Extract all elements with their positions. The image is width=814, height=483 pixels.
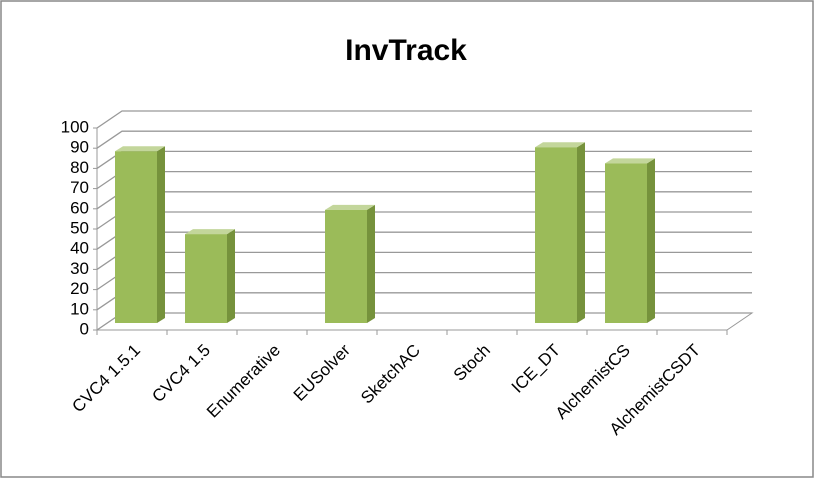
bar-face [325, 204, 375, 210]
bar-face [227, 229, 235, 323]
y-tick-label: 100 [61, 117, 89, 136]
bar-face [577, 142, 585, 323]
bar-face [185, 229, 235, 235]
chart-title: InvTrack [345, 34, 467, 67]
bar [535, 142, 585, 323]
y-tick-label: 30 [70, 259, 89, 278]
y-tick-label: 60 [70, 198, 89, 217]
bar-face [115, 146, 165, 152]
bar-face [367, 204, 375, 323]
grid-line [96, 110, 752, 129]
bar-face [605, 163, 647, 323]
bar [605, 158, 655, 323]
y-tick-label: 80 [70, 158, 89, 177]
y-tick-label: 40 [70, 239, 89, 258]
bar-face [535, 147, 577, 323]
y-tick-label: 90 [70, 138, 89, 157]
y-tick-label: 20 [70, 279, 89, 298]
bar-face [605, 158, 655, 164]
bar-face [325, 209, 367, 323]
bar-face [185, 234, 227, 323]
bar [185, 229, 235, 323]
bar-face [157, 146, 165, 323]
bar-face [535, 142, 585, 148]
y-tick-label: 10 [70, 299, 89, 318]
bar-face [647, 158, 655, 323]
grid-line [96, 130, 752, 149]
y-tick-label: 0 [80, 319, 89, 338]
y-tick-label: 50 [70, 218, 89, 237]
y-tick-label: 70 [70, 178, 89, 197]
bar [115, 146, 165, 323]
bar [325, 204, 375, 323]
bar-face [115, 151, 157, 323]
